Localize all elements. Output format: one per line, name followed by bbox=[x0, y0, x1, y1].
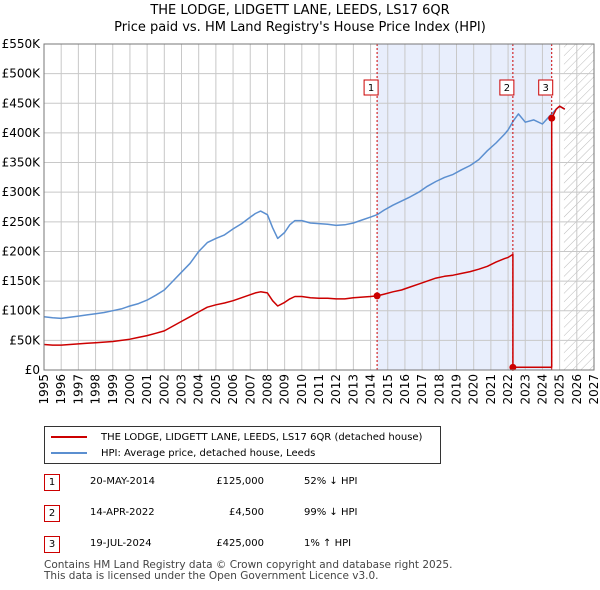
x-tick-label: 2000 bbox=[123, 374, 137, 405]
x-tick-label: 2005 bbox=[209, 374, 223, 405]
chart-title: THE LODGE, LIDGETT LANE, LEEDS, LS17 6QR bbox=[150, 3, 450, 18]
transaction-hpi-diff: 99% ↓ HPI bbox=[304, 507, 358, 518]
legend-swatch-hpi bbox=[51, 452, 87, 454]
chart-legend: THE LODGE, LIDGETT LANE, LEEDS, LS17 6QR… bbox=[44, 426, 441, 464]
y-tick-label: £200K bbox=[2, 244, 42, 258]
transaction-date: 14-APR-2022 bbox=[90, 507, 155, 518]
transaction-row: 3 19-JUL-2024 £425,000 1% ↑ HPI bbox=[44, 536, 444, 554]
sale-point bbox=[373, 292, 381, 300]
x-tick-label: 1997 bbox=[71, 374, 85, 405]
x-tick-label: 2025 bbox=[553, 374, 567, 405]
x-tick-label: 2023 bbox=[518, 374, 532, 405]
x-tick-label: 2007 bbox=[243, 374, 257, 405]
footer-copyright: Contains HM Land Registry data © Crown c… bbox=[44, 559, 453, 571]
sale-point bbox=[548, 114, 556, 122]
x-tick-label: 2024 bbox=[535, 374, 549, 405]
y-tick-label: £400K bbox=[2, 126, 42, 140]
y-tick-label: £150K bbox=[2, 274, 42, 288]
sale-label-box bbox=[538, 79, 554, 96]
transaction-hpi-diff: 52% ↓ HPI bbox=[304, 476, 358, 487]
x-tick-label: 2016 bbox=[398, 374, 412, 405]
legend-label-hpi: HPI: Average price, detached house, Leed… bbox=[101, 447, 316, 459]
transaction-number: 1 bbox=[44, 474, 60, 491]
legend-item-property: THE LODGE, LIDGETT LANE, LEEDS, LS17 6QR… bbox=[51, 430, 422, 444]
footer-licence: This data is licensed under the Open Gov… bbox=[44, 570, 379, 582]
forecast-hatch bbox=[563, 44, 594, 370]
transaction-hpi-diff: 1% ↑ HPI bbox=[304, 538, 352, 549]
sale-label-box bbox=[499, 79, 515, 96]
x-tick-label: 2018 bbox=[432, 374, 446, 405]
x-tick-label: 2008 bbox=[260, 374, 274, 405]
x-tick-label: 2004 bbox=[192, 374, 206, 405]
price-chart: 1 2 3 £0 £50K £100K £150K £200K £250K £300K £350K… bbox=[2, 37, 600, 405]
ownership-band bbox=[377, 44, 552, 370]
x-tick-label: 2022 bbox=[501, 374, 515, 405]
x-tick-label: 2002 bbox=[157, 374, 171, 405]
x-tick-label: 1996 bbox=[54, 374, 68, 405]
legend-swatch-property bbox=[51, 436, 87, 438]
x-tick-label: 2001 bbox=[140, 374, 154, 405]
x-tick-label: 2006 bbox=[226, 374, 240, 405]
y-tick-label: £250K bbox=[2, 215, 42, 229]
x-tick-label: 2014 bbox=[364, 374, 378, 405]
y-tick-label: £0 bbox=[25, 363, 40, 377]
x-tick-label: 2011 bbox=[312, 374, 326, 405]
x-tick-label: 2013 bbox=[346, 374, 360, 405]
x-tick-label: 1999 bbox=[106, 374, 120, 405]
sale-label-box bbox=[363, 79, 379, 96]
x-tick-label: 2019 bbox=[450, 374, 464, 405]
x-tick-label: 2027 bbox=[587, 374, 600, 405]
transaction-number: 2 bbox=[44, 505, 60, 522]
x-tick-label: 2017 bbox=[415, 374, 429, 405]
x-tick-label: 2015 bbox=[381, 374, 395, 405]
y-tick-label: £550K bbox=[2, 37, 42, 51]
transaction-date: 20-MAY-2014 bbox=[90, 476, 156, 487]
hpi-line bbox=[43, 105, 566, 320]
x-tick-label: 2003 bbox=[175, 374, 189, 405]
y-tick-label: £350K bbox=[2, 156, 42, 170]
x-tick-label: 2009 bbox=[278, 374, 292, 405]
y-tick-label: £300K bbox=[2, 185, 42, 199]
sale-label: 1 bbox=[368, 83, 374, 94]
chart-subtitle: Price paid vs. HM Land Registry's House … bbox=[114, 20, 486, 35]
x-tick-label: 2020 bbox=[467, 374, 481, 405]
x-tick-label: 2021 bbox=[484, 374, 498, 405]
x-tick-label: 2010 bbox=[295, 374, 309, 405]
transaction-row: 2 14-APR-2022 £4,500 99% ↓ HPI bbox=[44, 505, 444, 523]
sale-label: 2 bbox=[504, 83, 510, 94]
y-tick-label: £100K bbox=[2, 304, 42, 318]
sale-point bbox=[509, 363, 517, 371]
x-tick-label: 2012 bbox=[329, 374, 343, 405]
x-tick-label: 1998 bbox=[89, 374, 103, 405]
transaction-number: 3 bbox=[44, 536, 60, 553]
transaction-row: 1 20-MAY-2014 £125,000 52% ↓ HPI bbox=[44, 474, 444, 492]
legend-label-property: THE LODGE, LIDGETT LANE, LEEDS, LS17 6QR… bbox=[101, 431, 423, 443]
transaction-price: £4,500 bbox=[229, 507, 264, 518]
legend-item-hpi: HPI: Average price, detached house, Leed… bbox=[51, 446, 315, 460]
plot-frame bbox=[43, 43, 595, 371]
transaction-price: £425,000 bbox=[216, 538, 264, 549]
x-tick-label: 1995 bbox=[37, 374, 51, 405]
x-tick-label: 2026 bbox=[570, 374, 584, 405]
y-tick-label: £50K bbox=[9, 333, 41, 347]
price-paid-line bbox=[43, 105, 566, 369]
transaction-price: £125,000 bbox=[216, 476, 264, 487]
sale-label: 3 bbox=[543, 83, 549, 94]
transaction-date: 19-JUL-2024 bbox=[90, 538, 152, 549]
y-tick-label: £500K bbox=[2, 67, 42, 81]
y-tick-label: £450K bbox=[2, 96, 42, 110]
